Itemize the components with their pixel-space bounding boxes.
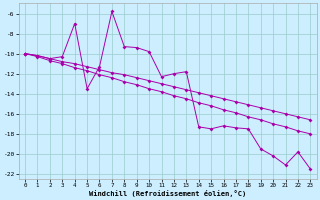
X-axis label: Windchill (Refroidissement éolien,°C): Windchill (Refroidissement éolien,°C) [89, 190, 246, 197]
